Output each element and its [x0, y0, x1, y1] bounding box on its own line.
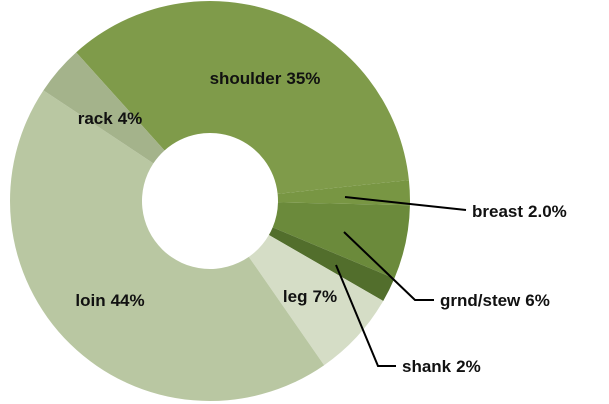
slice: [277, 180, 410, 206]
value-label: 2%: [456, 357, 481, 376]
slice: [268, 227, 395, 301]
slice: [76, 1, 409, 194]
leader-line: [344, 196, 467, 211]
value-label: 35%: [286, 69, 320, 88]
slice-label: shank 2%: [402, 357, 481, 376]
category-label: loin: [75, 291, 105, 310]
category-label: breast: [472, 202, 523, 221]
value-label: 44%: [111, 291, 145, 310]
slice-label: shoulder 35%: [210, 69, 321, 88]
category-label: grnd/stew: [440, 291, 521, 310]
slice: [248, 235, 384, 366]
slice: [43, 52, 165, 164]
category-label: shoulder: [210, 69, 282, 88]
category-label: leg: [283, 287, 308, 306]
category-label: shank: [402, 357, 452, 376]
slice: [272, 202, 410, 279]
value-label: 6%: [525, 291, 550, 310]
slice-label: leg 7%: [283, 287, 337, 306]
value-label: 7%: [312, 287, 337, 306]
slice-label: breast 2.0%: [472, 202, 567, 221]
value-label: 2.0%: [528, 202, 567, 221]
leader-line: [343, 231, 434, 301]
leader-line: [335, 264, 396, 367]
slice-label: loin 44%: [75, 291, 144, 310]
slice-label: grnd/stew 6%: [440, 291, 550, 310]
slice-label: rack 4%: [78, 109, 143, 128]
slice: [10, 90, 325, 401]
category-label: rack: [78, 109, 114, 128]
value-label: 4%: [118, 109, 143, 128]
